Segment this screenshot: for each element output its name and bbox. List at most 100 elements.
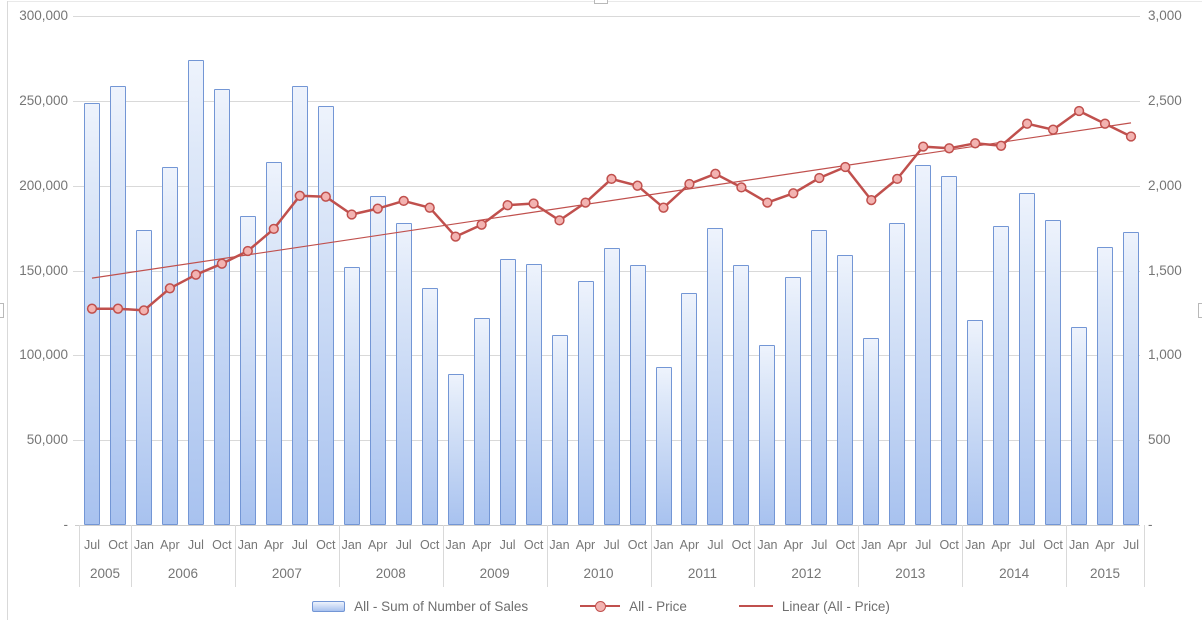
bar-2008-jan[interactable] xyxy=(343,267,360,525)
price-marker-2006-jul[interactable] xyxy=(190,269,202,280)
x-axis-quarter-label: Jul xyxy=(811,538,828,552)
bar-2009-jul[interactable] xyxy=(499,258,516,525)
bar-2007-apr[interactable] xyxy=(265,161,282,525)
price-marker-2012-jan[interactable] xyxy=(762,197,773,208)
bar-2015-apr[interactable] xyxy=(1097,246,1113,525)
price-marker-2010-apr[interactable] xyxy=(580,197,591,208)
x-axis-group-separator xyxy=(650,525,652,587)
bar-2010-jul[interactable] xyxy=(603,248,620,525)
price-marker-2010-jul[interactable] xyxy=(606,173,617,185)
bar-2011-apr[interactable] xyxy=(681,292,698,525)
y-axis-left-label: - xyxy=(63,517,69,532)
price-marker-2009-oct[interactable] xyxy=(528,198,539,209)
bar-2008-apr[interactable] xyxy=(369,195,386,525)
price-marker-2007-apr[interactable] xyxy=(268,223,279,235)
x-axis-quarter-label: Jan xyxy=(1069,538,1090,552)
x-axis-quarter-label: Oct xyxy=(731,538,752,552)
price-marker-2014-oct[interactable] xyxy=(1047,124,1059,135)
price-marker-2007-jul[interactable] xyxy=(294,190,305,201)
x-axis-quarter-label: Oct xyxy=(627,538,648,552)
x-axis-quarter-label: Jan xyxy=(653,538,674,552)
bar-2010-apr[interactable] xyxy=(577,280,594,525)
price-marker-2012-jul[interactable] xyxy=(814,172,825,184)
bar-2010-oct[interactable] xyxy=(629,265,646,525)
price-marker-2014-jan[interactable] xyxy=(970,138,981,149)
bar-2013-jul[interactable] xyxy=(915,165,932,525)
price-marker-2008-apr[interactable] xyxy=(372,203,383,214)
bar-2009-apr[interactable] xyxy=(473,318,490,525)
price-marker-2008-jul[interactable] xyxy=(398,195,409,207)
legend-item[interactable]: All - Price xyxy=(580,599,687,614)
price-marker-2013-jul[interactable] xyxy=(918,141,929,152)
bar-2007-jan[interactable] xyxy=(239,216,256,525)
x-axis-quarter-label: Apr xyxy=(367,538,388,552)
bar-2006-jan[interactable] xyxy=(135,229,152,525)
price-marker-2014-jul[interactable] xyxy=(1021,118,1033,129)
price-marker-2008-oct[interactable] xyxy=(424,202,435,213)
price-marker-2007-jan[interactable] xyxy=(242,245,253,257)
price-marker-2013-apr[interactable] xyxy=(892,173,903,185)
price-marker-2010-jan[interactable] xyxy=(554,215,565,226)
x-axis-group-separator xyxy=(442,525,444,587)
bar-2015-jan[interactable] xyxy=(1071,326,1088,525)
price-marker-2011-jul[interactable] xyxy=(710,168,721,179)
bar-2010-jan[interactable] xyxy=(551,335,568,525)
selection-handle-left[interactable] xyxy=(0,303,4,318)
bar-2006-jul[interactable] xyxy=(187,60,204,525)
bar-2014-oct[interactable] xyxy=(1045,219,1062,525)
bar-2012-jul[interactable] xyxy=(811,229,828,525)
bar-2011-jan[interactable] xyxy=(655,367,672,525)
price-marker-2015-apr[interactable] xyxy=(1099,118,1111,129)
bar-2008-jul[interactable] xyxy=(395,223,412,525)
selection-handle-top[interactable] xyxy=(594,0,608,4)
bar-2012-apr[interactable] xyxy=(785,277,802,525)
bar-2012-oct[interactable] xyxy=(837,255,854,525)
price-marker-2005-oct[interactable] xyxy=(112,303,124,314)
price-marker-2006-apr[interactable] xyxy=(164,283,176,294)
price-marker-2014-apr[interactable] xyxy=(995,140,1007,151)
legend-item[interactable]: All - Sum of Number of Sales xyxy=(312,599,528,614)
price-marker-2012-apr[interactable] xyxy=(788,188,799,199)
x-axis-quarter-label: Apr xyxy=(264,538,284,552)
bar-2013-oct[interactable] xyxy=(941,175,958,525)
price-marker-2007-oct[interactable] xyxy=(320,191,331,202)
bar-2014-jan[interactable] xyxy=(967,319,984,525)
price-marker-2011-apr[interactable] xyxy=(684,178,695,190)
price-marker-2015-jul[interactable] xyxy=(1125,131,1137,142)
price-marker-2015-jan[interactable] xyxy=(1073,105,1085,117)
bar-2009-jan[interactable] xyxy=(447,374,464,525)
price-marker-2006-jan[interactable] xyxy=(138,305,150,316)
price-marker-2012-oct[interactable] xyxy=(840,161,851,173)
price-marker-2005-jul[interactable] xyxy=(86,303,98,314)
bar-2014-apr[interactable] xyxy=(993,226,1010,525)
bar-2007-oct[interactable] xyxy=(317,105,334,525)
price-marker-2009-jan[interactable] xyxy=(450,231,461,242)
bar-2014-jul[interactable] xyxy=(1019,192,1036,525)
bar-2006-oct[interactable] xyxy=(213,89,230,525)
bar-2006-apr[interactable] xyxy=(161,167,178,525)
price-marker-2013-oct[interactable] xyxy=(944,143,955,154)
price-marker-2006-oct[interactable] xyxy=(216,258,228,269)
bar-2013-apr[interactable] xyxy=(889,223,906,525)
price-marker-2010-oct[interactable] xyxy=(632,180,643,191)
bar-2009-oct[interactable] xyxy=(525,263,542,525)
x-axis-group-separator xyxy=(1066,525,1068,587)
price-marker-2008-jan[interactable] xyxy=(346,209,357,220)
trendline[interactable] xyxy=(91,122,1132,279)
x-axis-year-label: 2006 xyxy=(167,566,198,581)
price-marker-2011-jan[interactable] xyxy=(658,202,669,213)
bar-2013-jan[interactable] xyxy=(863,338,880,525)
price-marker-2009-apr[interactable] xyxy=(476,219,487,230)
selection-handle-right[interactable] xyxy=(1198,303,1202,318)
bar-2012-jan[interactable] xyxy=(759,345,776,525)
bar-2011-jul[interactable] xyxy=(707,228,724,525)
bar-2011-oct[interactable] xyxy=(733,265,750,525)
legend-item[interactable]: Linear (All - Price) xyxy=(738,599,890,614)
price-marker-2009-jul[interactable] xyxy=(502,200,513,211)
price-marker-2013-jan[interactable] xyxy=(866,194,877,206)
bar-2015-jul[interactable] xyxy=(1123,231,1139,525)
bar-2008-oct[interactable] xyxy=(421,287,438,525)
x-axis-quarter-label: Apr xyxy=(679,538,700,552)
price-marker-2011-oct[interactable] xyxy=(736,182,747,193)
